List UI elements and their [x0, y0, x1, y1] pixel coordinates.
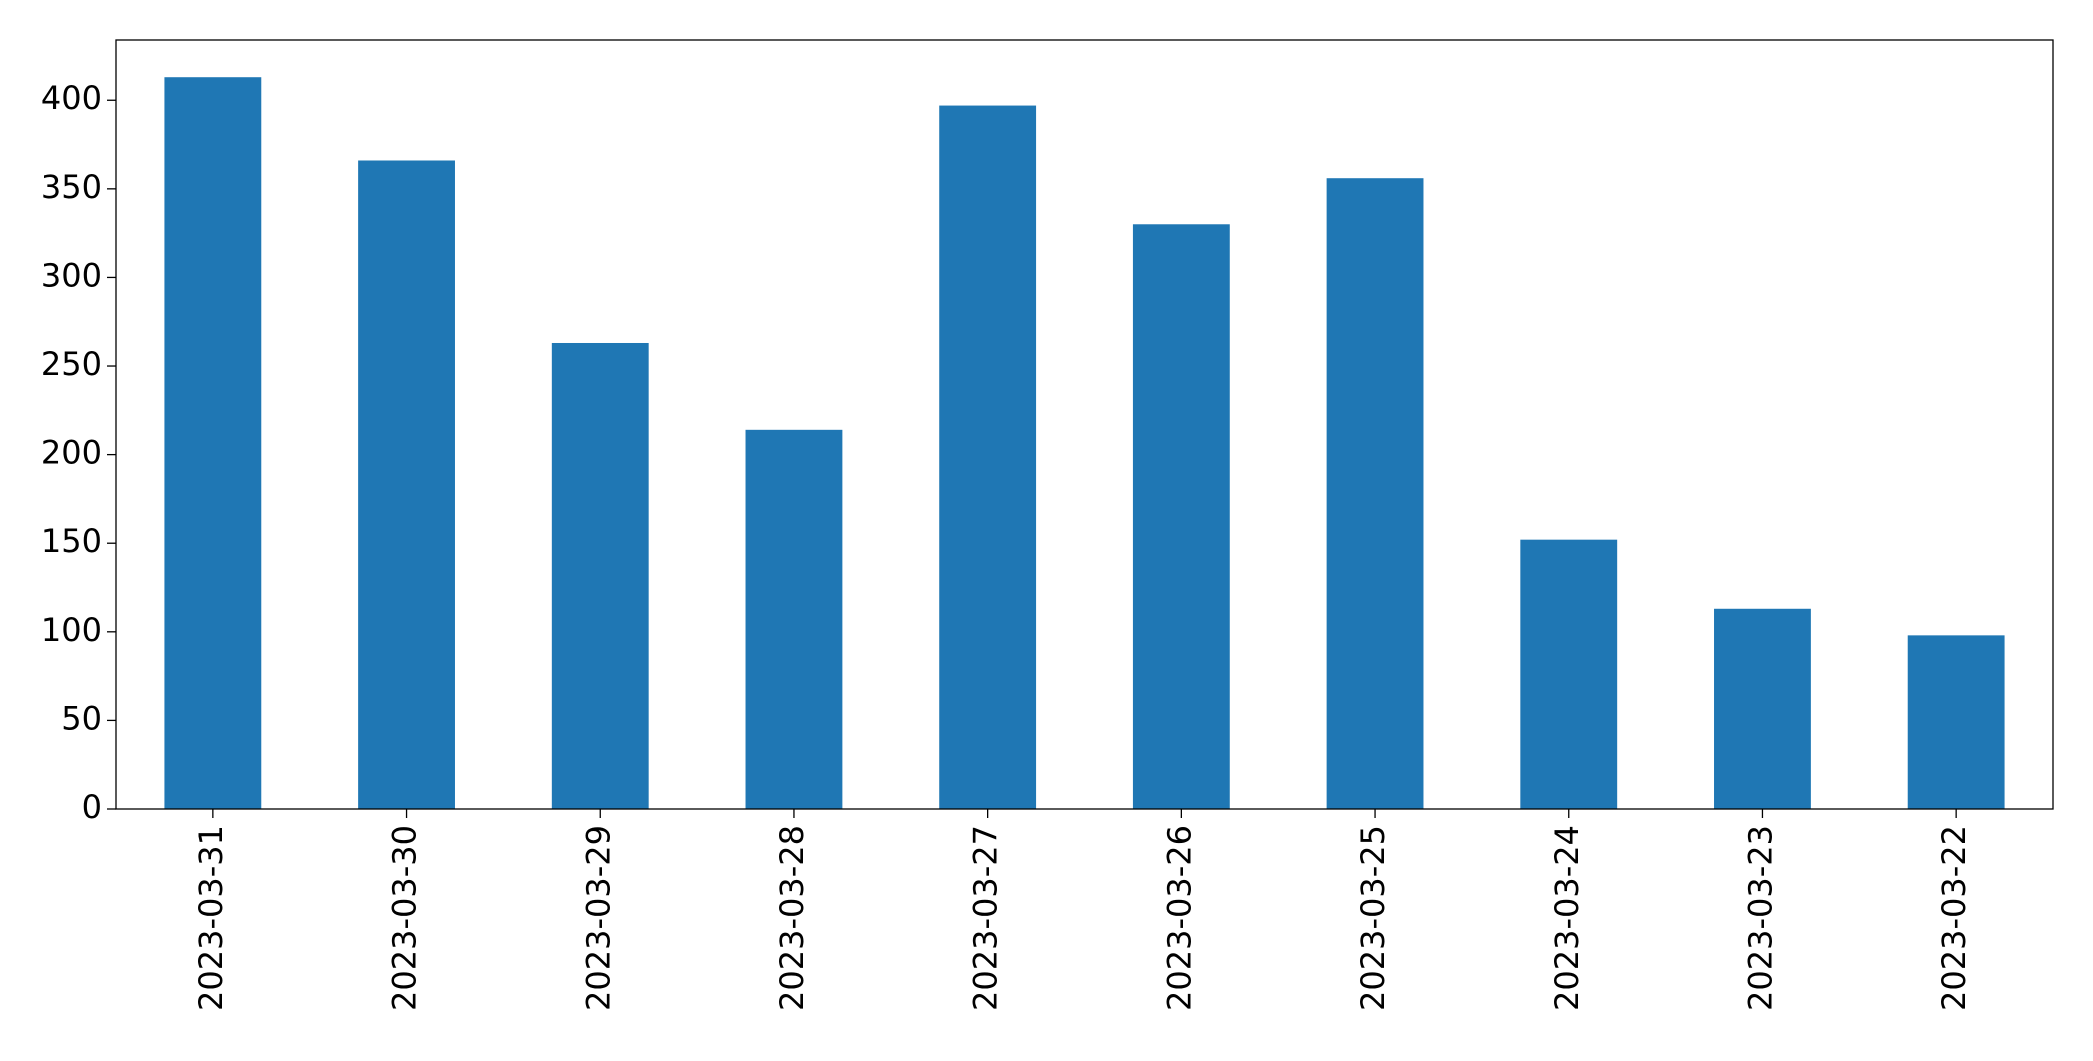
x-tick-label: 2023-03-26: [1160, 825, 1198, 1011]
bar: [1326, 178, 1424, 809]
y-tick-label: 0: [82, 788, 102, 826]
bar: [551, 342, 649, 809]
bar: [939, 105, 1037, 809]
y-tick-label: 300: [41, 256, 102, 294]
x-tick-label: 2023-03-29: [579, 825, 617, 1011]
bar: [358, 160, 455, 810]
x-tick-label: 2023-03-24: [1548, 825, 1586, 1011]
x-tick-label: 2023-03-31: [192, 825, 230, 1011]
bar: [745, 429, 843, 809]
x-tick-label: 2023-03-25: [1354, 825, 1392, 1011]
x-tick-label: 2023-03-30: [386, 825, 424, 1011]
bar: [1714, 608, 1811, 809]
y-tick-label: 150: [41, 522, 102, 560]
x-tick-label: 2023-03-28: [773, 825, 811, 1011]
y-tick-label: 350: [41, 168, 102, 206]
x-tick-label: 2023-03-22: [1935, 825, 1973, 1011]
bar: [1132, 224, 1230, 810]
plot-frame: [115, 39, 2054, 810]
y-tick-label: 200: [41, 434, 102, 472]
bar: [1520, 539, 1618, 809]
y-tick-label: 400: [41, 79, 102, 117]
x-tick-label: 2023-03-23: [1741, 825, 1779, 1011]
bar: [164, 77, 262, 810]
y-tick-label: 50: [61, 699, 102, 737]
x-tick-label: 2023-03-27: [967, 825, 1005, 1011]
y-tick-label: 250: [41, 345, 102, 383]
bar: [1907, 635, 2005, 809]
y-tick-label: 100: [41, 611, 102, 649]
